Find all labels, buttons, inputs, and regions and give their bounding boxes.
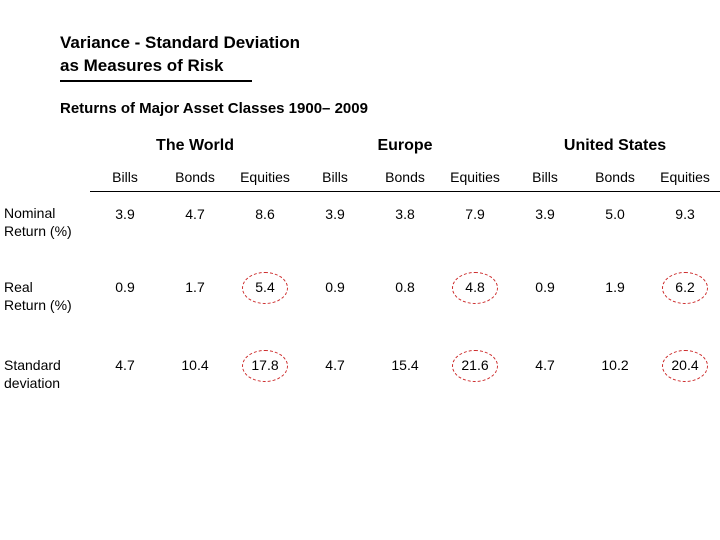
- cell-value: 3.9: [115, 206, 134, 222]
- sub-header: Equities: [230, 165, 300, 192]
- sub-header: Bonds: [160, 165, 230, 192]
- data-cell: 9.3: [650, 191, 720, 269]
- cell-value: 9.3: [675, 206, 694, 222]
- cell-value: 17.8: [251, 357, 278, 373]
- data-cell: 4.7: [160, 191, 230, 269]
- cell-value: 4.7: [115, 357, 134, 373]
- row-label-line2: deviation: [4, 375, 60, 391]
- cell-value: 0.8: [395, 279, 414, 295]
- data-cell: 4.7: [510, 347, 580, 425]
- sub-header: Bills: [90, 165, 160, 192]
- cell-value: 5.4: [255, 279, 274, 295]
- cell-value: 15.4: [391, 357, 418, 373]
- data-cell: 1.7: [160, 269, 230, 347]
- cell-value: 0.9: [115, 279, 134, 295]
- sub-header: Bonds: [580, 165, 650, 192]
- cell-value: 10.4: [181, 357, 208, 373]
- cell-value: 3.9: [325, 206, 344, 222]
- header-spacer: [0, 165, 90, 192]
- cell-value: 0.9: [535, 279, 554, 295]
- data-cell: 0.9: [510, 269, 580, 347]
- cell-value: 4.7: [535, 357, 554, 373]
- cell-value: 10.2: [601, 357, 628, 373]
- data-cell: 8.6: [230, 191, 300, 269]
- sub-header: Equities: [440, 165, 510, 192]
- sub-header: Bills: [300, 165, 370, 192]
- data-cell: 7.9: [440, 191, 510, 269]
- cell-value: 8.6: [255, 206, 274, 222]
- row-label-line1: Standard: [4, 357, 61, 373]
- table-row: Standard deviation 4.7 10.4 17.8 4.7 15.4 21.6 4…: [0, 347, 720, 425]
- data-cell: 17.8: [230, 347, 300, 425]
- data-cell: 4.8: [440, 269, 510, 347]
- title-line-1: Variance - Standard Deviation: [60, 33, 300, 52]
- cell-value: 1.9: [605, 279, 624, 295]
- row-label-line1: Real: [4, 279, 33, 295]
- data-cell: 4.7: [90, 347, 160, 425]
- returns-table: The World Europe United States Bills Bon…: [0, 131, 720, 426]
- row-label: Standard deviation: [0, 347, 90, 425]
- cell-value: 20.4: [671, 357, 698, 373]
- cell-value: 4.8: [465, 279, 484, 295]
- cell-value: 21.6: [461, 357, 488, 373]
- row-label: Real Return (%): [0, 269, 90, 347]
- cell-value: 7.9: [465, 206, 484, 222]
- data-cell: 4.7: [300, 347, 370, 425]
- cell-value: 3.8: [395, 206, 414, 222]
- data-cell: 5.0: [580, 191, 650, 269]
- row-label-line2: Return (%): [4, 223, 72, 239]
- data-cell: 3.9: [510, 191, 580, 269]
- table-row: Real Return (%) 0.9 1.7 5.4 0.9 0.8 4.8 0.9 1.9 6.…: [0, 269, 720, 347]
- cell-value: 6.2: [675, 279, 694, 295]
- data-cell: 0.9: [90, 269, 160, 347]
- returns-table-container: The World Europe United States Bills Bon…: [0, 131, 720, 426]
- cell-value: 4.7: [185, 206, 204, 222]
- data-cell: 1.9: [580, 269, 650, 347]
- sub-header: Bonds: [370, 165, 440, 192]
- data-cell: 6.2: [650, 269, 720, 347]
- row-label-line1: Nominal: [4, 205, 55, 221]
- data-cell: 21.6: [440, 347, 510, 425]
- data-cell: 5.4: [230, 269, 300, 347]
- cell-value: 1.7: [185, 279, 204, 295]
- title-line-2: as Measures of Risk: [60, 56, 223, 75]
- row-label-line2: Return (%): [4, 297, 72, 313]
- data-cell: 0.8: [370, 269, 440, 347]
- data-cell: 3.9: [300, 191, 370, 269]
- row-label: Nominal Return (%): [0, 191, 90, 269]
- region-header: Europe: [300, 131, 510, 165]
- cell-value: 5.0: [605, 206, 624, 222]
- data-cell: 20.4: [650, 347, 720, 425]
- sub-header: Equities: [650, 165, 720, 192]
- table-row: Nominal Return (%) 3.9 4.7 8.6 3.9 3.8 7.9 3.9 5.…: [0, 191, 720, 269]
- region-header: The World: [90, 131, 300, 165]
- data-cell: 0.9: [300, 269, 370, 347]
- header-block: Variance - Standard Deviation as Measure…: [0, 0, 720, 117]
- data-cell: 3.9: [90, 191, 160, 269]
- cell-value: 3.9: [535, 206, 554, 222]
- title-underline: [60, 80, 252, 82]
- header-spacer: [0, 131, 90, 165]
- sub-header-row: Bills Bonds Equities Bills Bonds Equitie…: [0, 165, 720, 192]
- data-cell: 3.8: [370, 191, 440, 269]
- data-cell: 10.2: [580, 347, 650, 425]
- region-header-row: The World Europe United States: [0, 131, 720, 165]
- table-body: Nominal Return (%) 3.9 4.7 8.6 3.9 3.8 7.9 3.9 5.…: [0, 191, 720, 425]
- cell-value: 0.9: [325, 279, 344, 295]
- data-cell: 15.4: [370, 347, 440, 425]
- subtitle: Returns of Major Asset Classes 1900– 200…: [60, 100, 720, 117]
- cell-value: 4.7: [325, 357, 344, 373]
- region-header: United States: [510, 131, 720, 165]
- sub-header: Bills: [510, 165, 580, 192]
- page-title: Variance - Standard Deviation as Measure…: [60, 32, 720, 78]
- data-cell: 10.4: [160, 347, 230, 425]
